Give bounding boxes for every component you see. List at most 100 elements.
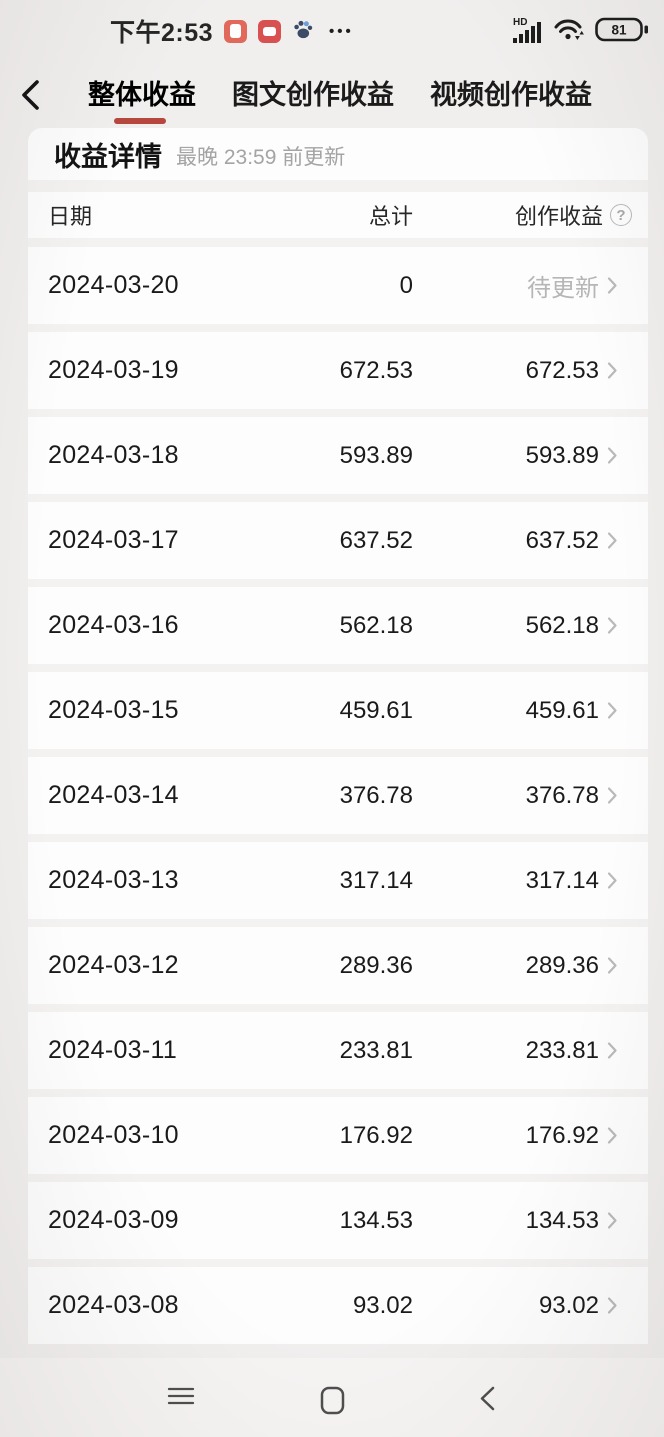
row-creation-income: 待更新 [527,275,599,302]
row-date: 2024-03-12 [48,951,179,979]
notification-app-icon [224,19,248,43]
menu-icon [167,1387,195,1405]
system-back-button[interactable] [478,1385,497,1417]
row-creation-income: 134.53 [525,1206,599,1234]
status-bar: 下午2:53 ••• HD [0,0,664,62]
row-creation-income: 289.36 [525,951,599,979]
row-date: 2024-03-13 [48,866,179,894]
row-date: 2024-03-08 [48,1291,179,1319]
clock: 下午2:53 [110,19,214,47]
column-header-creation: 创作收益 [514,204,603,229]
chevron-right-icon [607,1127,617,1144]
table-row[interactable]: 2024-03-20 0 待更新 [28,247,648,324]
table-row[interactable]: 2024-03-16 562.18 562.18 [28,587,648,664]
row-creation-income: 233.81 [525,1036,599,1064]
chevron-right-icon [607,1212,617,1229]
row-creation-income: 459.61 [525,696,599,724]
table-row[interactable]: 2024-03-15 459.61 459.61 [28,672,648,749]
back-button[interactable] [18,78,44,112]
table-row[interactable]: 2024-03-12 289.36 289.36 [28,927,648,1004]
row-creation-income: 637.52 [525,526,599,554]
system-navigation-bar [0,1358,664,1437]
tab-bar: 整体收益 图文创作收益 视频创作收益 [0,62,664,128]
row-total: 134.53 [339,1206,413,1234]
row-total: 93.02 [352,1291,413,1319]
chevron-right-icon [607,362,617,379]
active-tab-underline [114,118,166,124]
tab-video-creation-earnings[interactable]: 视频创作收益 [430,79,592,110]
battery-level-label: 81 [611,23,627,38]
row-creation-income: 593.89 [525,441,599,469]
chevron-left-icon [480,1386,495,1411]
column-header-total: 总计 [368,204,413,229]
row-total: 317.14 [339,866,413,894]
earnings-table-body: 2024-03-20 0 待更新 2024-03-19 672.53 672.53 2024… [28,247,648,1344]
row-total: 233.81 [339,1036,413,1064]
table-row[interactable]: 2024-03-17 637.52 637.52 [28,502,648,579]
row-creation-income: 317.14 [525,866,599,894]
chevron-right-icon [607,447,617,464]
chevron-right-icon [607,787,617,804]
table-row[interactable]: 2024-03-10 176.92 176.92 [28,1097,648,1174]
row-creation-income: 672.53 [525,356,599,384]
row-total: 289.36 [339,951,413,979]
row-creation-income: 562.18 [525,611,599,639]
row-total: 376.78 [339,781,413,809]
row-date: 2024-03-19 [48,356,179,384]
earnings-detail-card: 收益详情 最晚 23:59 前更新 日期 总计 创作收益 ? 2024-03-2… [28,128,648,1344]
table-row[interactable]: 2024-03-11 233.81 233.81 [28,1012,648,1089]
table-row[interactable]: 2024-03-09 134.53 134.53 [28,1182,648,1259]
chevron-right-icon [607,1297,617,1314]
home-button[interactable] [319,1385,346,1421]
table-row[interactable]: 2024-03-19 672.53 672.53 [28,332,648,409]
table-row[interactable]: 2024-03-14 376.78 376.78 [28,757,648,834]
cellular-signal-icon: HD [505,16,543,48]
chevron-right-icon [607,872,617,889]
row-date: 2024-03-16 [48,611,179,639]
section-divider [28,238,648,247]
update-note: 最晚 23:59 前更新 [176,145,346,169]
chevron-right-icon [607,532,617,549]
more-options-icon: ••• [329,22,354,40]
row-date: 2024-03-15 [48,696,179,724]
home-icon [320,1386,345,1415]
table-row[interactable]: 2024-03-18 593.89 593.89 [28,417,648,494]
row-creation-income: 376.78 [525,781,599,809]
row-date: 2024-03-09 [48,1206,179,1234]
table-header-row: 日期 总计 创作收益 ? [28,192,648,238]
chevron-right-icon [607,957,617,974]
tab-article-creation-earnings[interactable]: 图文创作收益 [232,79,394,110]
section-divider [28,180,648,192]
row-date: 2024-03-10 [48,1121,179,1149]
row-total: 672.53 [339,356,413,384]
chevron-left-icon [22,80,39,110]
chevron-right-icon [607,617,617,634]
table-row[interactable]: 2024-03-13 317.14 317.14 [28,842,648,919]
row-date: 2024-03-18 [48,441,179,469]
row-total: 637.52 [339,526,413,554]
table-row[interactable]: 2024-03-08 93.02 93.02 [28,1267,648,1344]
row-total: 562.18 [339,611,413,639]
row-total: 176.92 [339,1121,413,1149]
row-creation-income: 176.92 [525,1121,599,1149]
wifi-icon [553,16,585,48]
panel-title: 收益详情 [54,141,162,172]
hd-label: HD [513,17,527,28]
column-header-date: 日期 [48,204,93,229]
baidu-paw-icon [292,18,314,45]
row-total: 459.61 [339,696,413,724]
row-date: 2024-03-14 [48,781,179,809]
notification-app-icon-2 [258,19,282,43]
row-date: 2024-03-17 [48,526,179,554]
row-date: 2024-03-11 [48,1036,178,1064]
row-total: 593.89 [339,441,413,469]
row-creation-income: 93.02 [538,1291,599,1319]
row-date: 2024-03-20 [48,271,179,299]
chevron-right-icon [607,1042,617,1059]
chevron-right-icon [607,277,617,294]
chevron-right-icon [607,702,617,719]
battery-icon: 81 [595,16,648,48]
tab-overall-earnings[interactable]: 整体收益 [88,79,196,110]
help-icon[interactable]: ? [610,204,632,226]
recents-menu-button[interactable] [167,1385,195,1412]
